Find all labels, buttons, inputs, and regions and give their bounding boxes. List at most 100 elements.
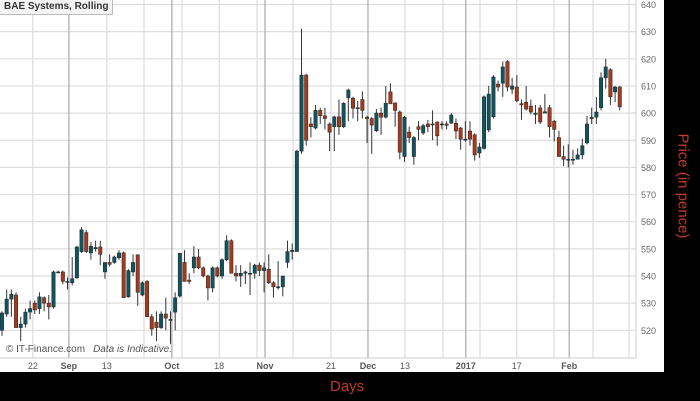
candle (70, 256, 75, 286)
candle-body (519, 103, 524, 106)
candle (196, 248, 201, 270)
candle-body (294, 150, 299, 252)
candle (337, 99, 341, 135)
candle-body (552, 120, 557, 130)
candle (177, 252, 182, 298)
candle-body (121, 252, 126, 298)
candle-body (252, 264, 257, 274)
candle (472, 133, 477, 161)
candle-body (154, 321, 159, 328)
candle-body (290, 249, 295, 252)
candle-body (425, 123, 430, 127)
candle (173, 292, 178, 331)
candle-body (18, 323, 23, 328)
candle-body (42, 297, 47, 304)
candle (304, 73, 309, 146)
candle-body (463, 138, 468, 141)
candle (589, 107, 594, 124)
candle-body (580, 145, 585, 156)
candle-body (355, 107, 360, 109)
candle (243, 270, 248, 285)
candle (131, 254, 135, 276)
candle-body (346, 89, 351, 99)
candle (126, 269, 131, 298)
candle-body (468, 130, 472, 140)
candlestick-chart: 520530540550560570580590600610620630640 … (0, 0, 656, 371)
candle (477, 142, 482, 158)
candle (4, 289, 9, 317)
candle-body (533, 112, 538, 115)
candle-body (444, 123, 449, 126)
candle (444, 121, 449, 130)
candle-body (496, 83, 501, 88)
y-tick-label: 610 (641, 81, 656, 91)
candle (351, 96, 355, 119)
candle (599, 72, 603, 111)
candle-body (201, 267, 206, 277)
candle-body (435, 121, 440, 137)
candle (191, 246, 196, 274)
candle-body (149, 316, 154, 330)
y-tick-label: 560 (641, 217, 656, 227)
candle-body (0, 312, 4, 331)
watermark: © IT-Finance.com Data is Indicative. (6, 344, 172, 355)
candle-body (103, 262, 107, 273)
candle-body (351, 97, 355, 109)
candle-body (220, 259, 224, 277)
candle (580, 138, 585, 160)
candle (149, 314, 154, 336)
candle (271, 281, 276, 298)
candle-body (374, 112, 379, 131)
candle (528, 99, 533, 115)
candle (449, 113, 454, 124)
candle-body (599, 77, 603, 108)
candle (402, 115, 407, 162)
candle-body (313, 110, 318, 129)
candle (341, 102, 346, 129)
candle (435, 121, 440, 146)
candle (248, 262, 252, 296)
candle (262, 262, 267, 293)
y-tick-label: 640 (641, 0, 656, 10)
candle (327, 122, 332, 152)
candle (566, 144, 571, 168)
x-tick-label: 17 (512, 361, 522, 371)
candles (0, 28, 622, 344)
candle-body (439, 123, 444, 126)
candle (383, 85, 388, 119)
candle-body (285, 251, 290, 263)
candle-body (168, 319, 173, 321)
candle-body (70, 278, 75, 284)
candle (18, 316, 23, 342)
candle (416, 121, 421, 141)
x-tick-label: Dec (360, 361, 377, 371)
candle-body (617, 86, 622, 108)
candle-body (589, 116, 594, 119)
candle (276, 261, 281, 290)
candle (308, 117, 313, 138)
candle (238, 265, 243, 287)
candle-body (322, 115, 327, 119)
candle-body (266, 268, 271, 284)
candle-body (308, 123, 313, 127)
candle-body (276, 286, 281, 289)
y-tick-label: 600 (641, 109, 656, 119)
candle-body (524, 101, 529, 110)
candle-body (257, 264, 262, 271)
candle-body (196, 256, 201, 269)
candle-body (608, 69, 613, 98)
candle-body (547, 107, 552, 127)
candle (491, 75, 496, 119)
candle (594, 96, 599, 124)
candle-body (514, 86, 519, 102)
candle (46, 295, 51, 320)
candle-body (337, 116, 341, 127)
candle-body (561, 156, 566, 160)
candle-body (32, 302, 37, 311)
candle (168, 311, 173, 344)
candle (388, 83, 393, 105)
candle (280, 275, 285, 297)
candle (500, 61, 505, 97)
candle-body (327, 123, 332, 133)
candle (571, 149, 575, 165)
